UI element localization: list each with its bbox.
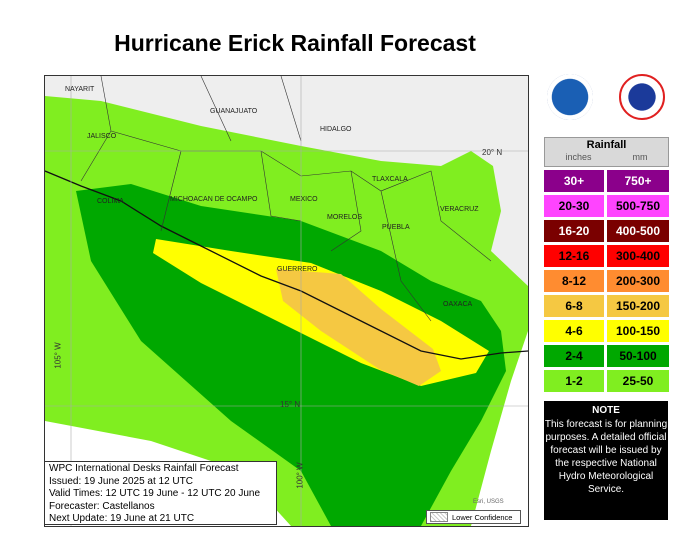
nws-logo bbox=[619, 74, 665, 120]
state-label: NAYARIT bbox=[65, 86, 95, 93]
lon-label: 105° W bbox=[53, 342, 63, 369]
legend-row: 2-4 50-100 bbox=[544, 345, 669, 367]
legend-row: 20-30 500-750 bbox=[544, 195, 669, 217]
legend-cell-mm: 25-50 bbox=[607, 370, 669, 392]
legend-cell-mm: 100-150 bbox=[607, 320, 669, 342]
legend-cell-in: 1-2 bbox=[544, 370, 604, 392]
rainfall-map: NAYARIT JALISCO GUANAJUATO HIDALGO COLIM… bbox=[44, 75, 529, 527]
forecast-info-box: WPC International Desks Rainfall Forecas… bbox=[44, 461, 277, 525]
legend-cell-in: 4-6 bbox=[544, 320, 604, 342]
legend-cell-mm: 500-750 bbox=[607, 195, 669, 217]
info-line: Forecaster: Castellanos bbox=[49, 500, 155, 512]
note-text: This forecast is for planning purposes. … bbox=[544, 419, 668, 495]
legend-cell-in: 20-30 bbox=[544, 195, 604, 217]
info-line: Issued: 19 June 2025 at 12 UTC bbox=[49, 475, 193, 487]
legend-cell-in: 2-4 bbox=[544, 345, 604, 367]
state-label: GUERRERO bbox=[277, 266, 318, 273]
info-line: Next Update: 19 June at 21 UTC bbox=[49, 513, 195, 524]
legend-row: 12-16 300-400 bbox=[544, 245, 669, 267]
state-label: JALISCO bbox=[87, 133, 117, 140]
state-label: MICHOACAN DE OCAMPO bbox=[170, 196, 258, 203]
legend-cell-in: 30+ bbox=[544, 170, 604, 192]
legend-cell-mm: 300-400 bbox=[607, 245, 669, 267]
state-label: COLIMA bbox=[97, 198, 124, 205]
state-label: OAXACA bbox=[443, 301, 473, 308]
legend-cell-mm: 750+ bbox=[607, 170, 669, 192]
state-label: HIDALGO bbox=[320, 126, 352, 133]
map-graphic bbox=[45, 76, 528, 526]
legend-cell-mm: 50-100 bbox=[607, 345, 669, 367]
lat-label: 20° N bbox=[482, 148, 503, 157]
page-title: Hurricane Erick Rainfall Forecast bbox=[114, 30, 476, 56]
legend-header: Rainfall inches mm bbox=[544, 137, 669, 167]
unit-inches: inches bbox=[565, 152, 592, 162]
lower-confidence-label: Lower Confidence bbox=[452, 512, 513, 522]
rain-6-8-area bbox=[276, 269, 441, 386]
state-label: MORELOS bbox=[327, 214, 363, 221]
state-label: PUEBLA bbox=[382, 224, 410, 231]
legend-title: Rainfall bbox=[586, 139, 627, 151]
legend-row: 1-2 25-50 bbox=[544, 370, 669, 392]
info-line: WPC International Desks Rainfall Forecas… bbox=[49, 463, 239, 474]
noaa-logo bbox=[547, 74, 593, 120]
info-line: Valid Times: 12 UTC 19 June - 12 UTC 20 … bbox=[49, 488, 261, 499]
legend-cell-mm: 200-300 bbox=[607, 270, 669, 292]
legend-cell-mm: 400-500 bbox=[607, 220, 669, 242]
unit-mm: mm bbox=[632, 152, 648, 162]
legend-cell-in: 6-8 bbox=[544, 295, 604, 317]
legend-row: 30+ 750+ bbox=[544, 170, 669, 192]
legend-cell-in: 8-12 bbox=[544, 270, 604, 292]
legend-cell-in: 12-16 bbox=[544, 245, 604, 267]
legend-row: 6-8 150-200 bbox=[544, 295, 669, 317]
state-borders bbox=[80, 76, 492, 322]
legend-row: 4-6 100-150 bbox=[544, 320, 669, 342]
note-title: NOTE bbox=[592, 405, 620, 416]
legend-row: 8-12 200-300 bbox=[544, 270, 669, 292]
state-label: MEXICO bbox=[290, 196, 318, 203]
state-label: TLAXCALA bbox=[372, 176, 408, 183]
state-label: VERACRUZ bbox=[440, 206, 479, 213]
legend-cell-in: 16-20 bbox=[544, 220, 604, 242]
hatch-swatch bbox=[430, 512, 448, 522]
lat-label: 15° N bbox=[280, 400, 301, 409]
lower-confidence-legend: Lower Confidence bbox=[426, 510, 521, 524]
rainfall-legend: Rainfall inches mm 30+ 750+ 20-30 500-750 16-… bbox=[544, 137, 669, 392]
legend-row: 16-20 400-500 bbox=[544, 220, 669, 242]
attribution: Esri, USGS bbox=[473, 499, 504, 505]
legend-cell-mm: 150-200 bbox=[607, 295, 669, 317]
note-box: NOTE This forecast is for planning purpo… bbox=[544, 401, 668, 520]
state-label: GUANAJUATO bbox=[210, 108, 258, 115]
lon-label: 100° W bbox=[295, 462, 305, 489]
